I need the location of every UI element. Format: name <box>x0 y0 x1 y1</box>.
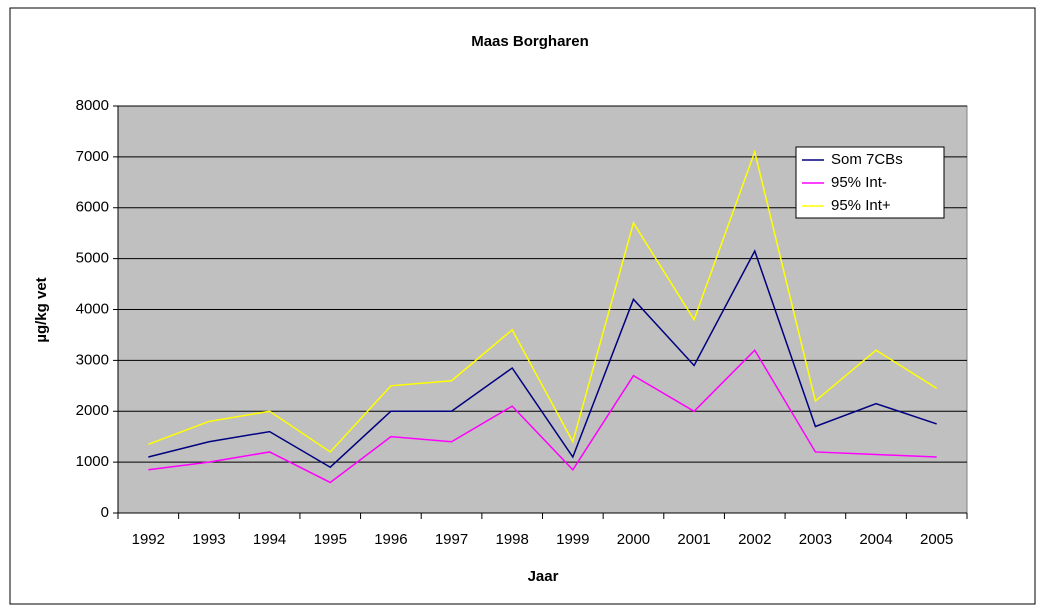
y-tick-label: 1000 <box>76 453 109 470</box>
y-tick-label: 7000 <box>76 148 109 165</box>
x-tick-label: 2004 <box>859 531 892 548</box>
legend-label: 95% Int- <box>831 174 887 191</box>
x-tick-label: 1995 <box>314 531 347 548</box>
x-tick-label: 1999 <box>556 531 589 548</box>
y-tick-label: 6000 <box>76 199 109 216</box>
y-tick-label: 3000 <box>76 351 109 368</box>
y-tick-label: 5000 <box>76 250 109 267</box>
series-line <box>148 348 937 484</box>
series-line <box>148 249 937 469</box>
y-axis-label: µg/kg vet <box>33 277 50 342</box>
series-line <box>148 149 938 453</box>
y-tick-label: 8000 <box>76 97 109 114</box>
legend-label: Som 7CBs <box>831 151 903 168</box>
x-tick-label: 2000 <box>617 531 650 548</box>
x-tick-label: 1998 <box>495 531 528 548</box>
chart-title: Maas Borgharen <box>471 33 589 50</box>
x-tick-label: 2005 <box>920 531 953 548</box>
legend-label: 95% Int+ <box>831 197 891 214</box>
x-tick-label: 2003 <box>799 531 832 548</box>
y-tick-label: 0 <box>101 504 109 521</box>
x-tick-label: 1994 <box>253 531 286 548</box>
x-axis-label: Jaar <box>528 568 559 585</box>
x-tick-label: 1993 <box>192 531 225 548</box>
x-tick-label: 2001 <box>677 531 710 548</box>
x-tick-label: 2002 <box>738 531 771 548</box>
x-tick-label: 1997 <box>435 531 468 548</box>
y-tick-label: 2000 <box>76 402 109 419</box>
y-tick-label: 4000 <box>76 300 109 317</box>
x-tick-label: 1996 <box>374 531 407 548</box>
x-tick-label: 1992 <box>132 531 165 548</box>
